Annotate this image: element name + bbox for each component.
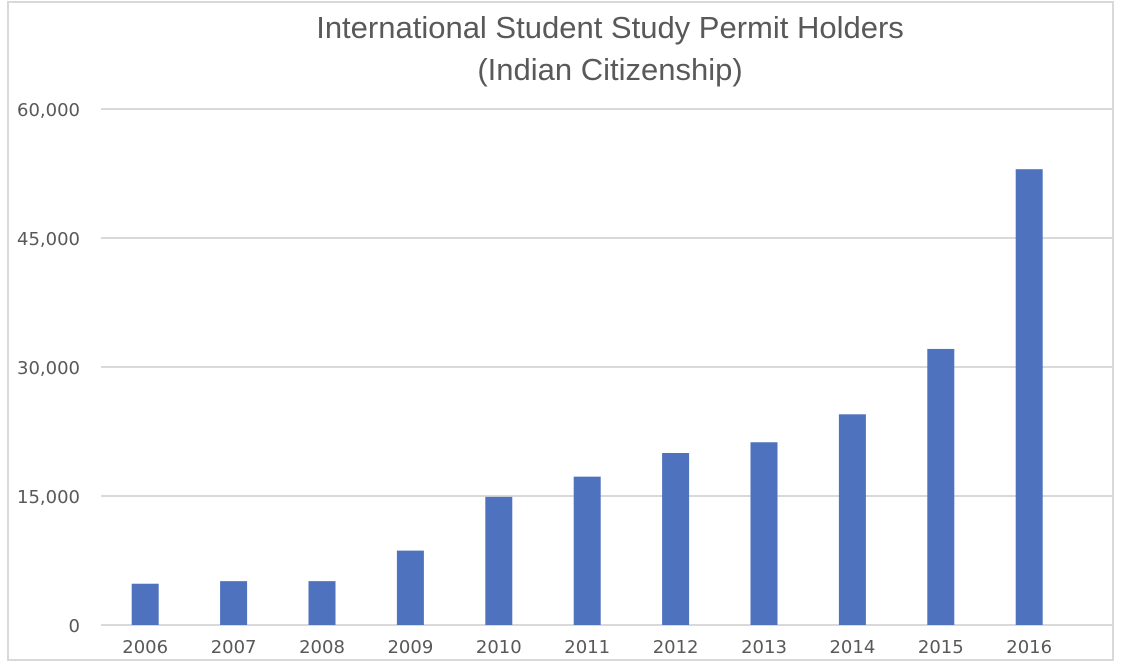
bar-2006	[131, 583, 159, 625]
chart-subtitle: (Indian Citizenship)	[477, 52, 742, 87]
bar-2012	[662, 453, 690, 625]
x-tick-label: 2016	[1006, 637, 1052, 658]
y-tick-label: 60,000	[17, 100, 80, 121]
x-tick-label: 2011	[564, 637, 610, 658]
bar-2007	[220, 581, 248, 625]
y-tick-label: 45,000	[17, 229, 80, 250]
x-tick-label: 2013	[741, 637, 787, 658]
x-tick-label: 2007	[211, 637, 257, 658]
bar-2015	[927, 348, 955, 625]
x-tick-label: 2015	[918, 637, 964, 658]
bars	[131, 169, 1043, 625]
x-tick-label: 2014	[829, 637, 875, 658]
bar-2009	[396, 550, 424, 625]
x-tick-label: 2009	[387, 637, 433, 658]
x-tick-label: 2006	[122, 637, 168, 658]
x-tick-label: 2012	[653, 637, 699, 658]
y-tick-label: 15,000	[17, 487, 80, 508]
x-axis: 2006 2007 2008 2009 2010 2011 2012 2013 2014 2015…	[122, 637, 1052, 658]
y-axis: 0 15,000 30,000 45,000 60,000	[17, 100, 80, 637]
bar-2013	[750, 442, 778, 625]
bar-2011	[573, 476, 601, 625]
y-tick-label: 0	[69, 616, 80, 637]
x-tick-label: 2008	[299, 637, 345, 658]
chart-title: International Student Study Permit Holde…	[316, 10, 904, 45]
bar-2016	[1015, 169, 1043, 625]
y-tick-label: 30,000	[17, 358, 80, 379]
bar-2008	[308, 581, 336, 625]
bar-2014	[838, 414, 866, 625]
x-tick-label: 2010	[476, 637, 522, 658]
bar-2010	[485, 496, 513, 625]
